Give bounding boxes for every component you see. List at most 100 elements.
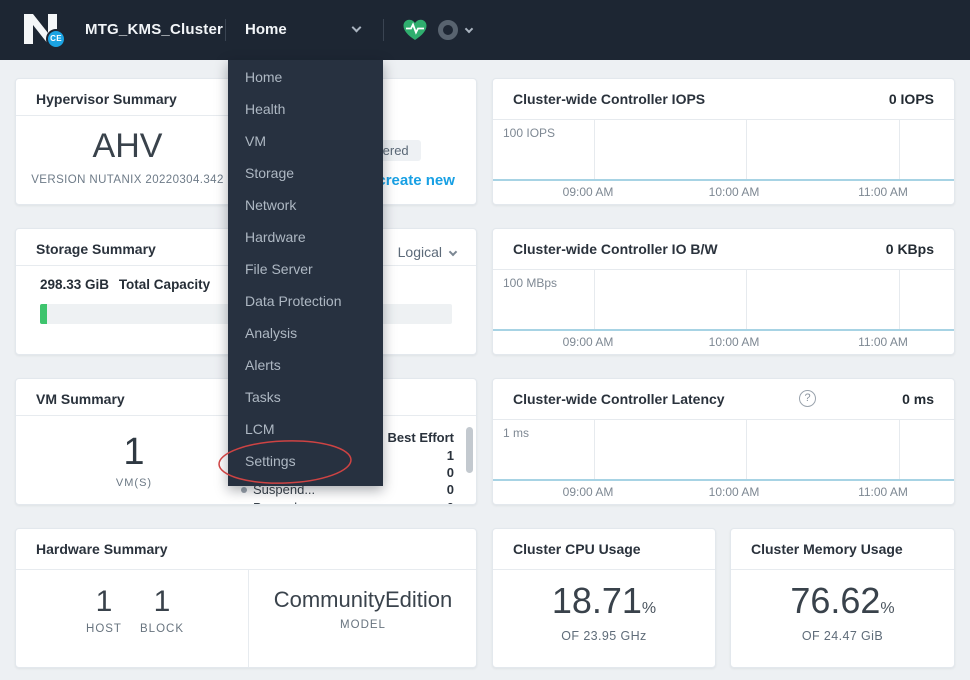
ce-badge: CE xyxy=(46,29,66,49)
menu-item-vm[interactable]: VM xyxy=(245,133,266,149)
x-tick-label: 09:00 AM xyxy=(562,485,614,499)
hardware-summary-card: Hardware Summary 1 HOST 1 BLOCK Communit… xyxy=(15,528,477,668)
card-title: Storage Summary xyxy=(36,241,156,257)
cpu-usage-card: Cluster CPU Usage 18.71% OF 23.95 GHz xyxy=(492,528,716,668)
menu-item-file-server[interactable]: File Server xyxy=(245,261,313,277)
memory-usage-card: Cluster Memory Usage 76.62% OF 24.47 GiB xyxy=(730,528,955,668)
menu-item-settings[interactable]: Settings xyxy=(245,453,296,469)
header-divider xyxy=(383,19,384,41)
card-title: Hypervisor Summary xyxy=(36,91,177,107)
gridline xyxy=(899,270,900,330)
x-tick-label: 11:00 AM xyxy=(858,185,908,199)
chart-title: Cluster-wide Controller IO B/W xyxy=(513,241,718,257)
menu-item-hardware[interactable]: Hardware xyxy=(245,229,306,245)
health-heart-icon[interactable] xyxy=(402,18,428,42)
zero-baseline xyxy=(493,329,954,331)
iops-chart-card: Cluster-wide Controller IOPS 0 IOPS 100 … xyxy=(492,78,955,205)
card-title: Hardware Summary xyxy=(36,541,168,557)
memory-usage-number: 76.62 xyxy=(790,580,881,621)
vm-count-label: VM(S) xyxy=(115,477,153,489)
user-avatar-icon xyxy=(438,20,458,40)
host-stat: 1 HOST xyxy=(74,585,134,635)
vm-state-label[interactable]: Paused xyxy=(253,500,297,504)
gridline xyxy=(746,270,747,330)
total-capacity-value: 298.33 GiB xyxy=(40,277,110,292)
chart-title: Cluster-wide Controller IOPS xyxy=(513,91,706,107)
storage-view-selector[interactable]: Logical xyxy=(397,244,458,260)
storage-view-label: Logical xyxy=(397,244,442,260)
hypervisor-name: AHV xyxy=(92,127,163,165)
menu-item-tasks[interactable]: Tasks xyxy=(245,389,281,405)
vm-state-value: 0 xyxy=(446,482,454,497)
storage-used-segment xyxy=(40,304,47,324)
chevron-down-icon xyxy=(464,24,474,34)
scrollbar-thumb[interactable] xyxy=(466,427,473,473)
cluster-name[interactable]: MTG_KMS_Cluster xyxy=(85,21,224,38)
app-header: CE MTG_KMS_Cluster Home xyxy=(0,0,970,60)
host-count: 1 xyxy=(95,585,113,618)
help-icon[interactable]: ? xyxy=(799,390,816,407)
card-divider xyxy=(16,115,239,116)
gridline xyxy=(899,120,900,180)
nav-dropdown-menu: Home Health VM Storage Network Hardware … xyxy=(228,60,383,486)
card-title: VM Summary xyxy=(36,391,125,407)
x-tick-label: 10:00 AM xyxy=(708,335,760,349)
chart-current-value: 0 IOPS xyxy=(888,91,934,107)
hypervisor-summary-card: Hypervisor Summary AHV VERSION NUTANIX 2… xyxy=(15,78,240,205)
model-name: CommunityEdition xyxy=(273,587,453,612)
menu-item-storage[interactable]: Storage xyxy=(245,165,295,181)
vm-state-value: 0 xyxy=(447,500,454,504)
total-capacity-line: 298.33 GiB Total Capacity xyxy=(40,277,210,292)
vertical-divider xyxy=(248,570,249,667)
menu-item-data-protection[interactable]: Data Protection xyxy=(245,293,342,309)
card-divider xyxy=(493,569,715,570)
menu-item-alerts[interactable]: Alerts xyxy=(245,357,281,373)
chart-title: Cluster-wide Controller Latency xyxy=(513,391,725,407)
menu-item-network[interactable]: Network xyxy=(245,197,297,213)
chart-plot-area: 100 MBps xyxy=(493,269,954,331)
zero-baseline xyxy=(493,479,954,481)
vm-count: 1 xyxy=(123,431,145,473)
gridline xyxy=(746,120,747,180)
cpu-usage-unit: % xyxy=(641,600,657,617)
vm-column-header: Best Effort xyxy=(387,430,454,445)
gridline xyxy=(746,420,747,480)
header-divider xyxy=(225,19,226,41)
menu-item-health[interactable]: Health xyxy=(245,101,286,117)
vm-state-value: 1 xyxy=(446,448,454,463)
y-axis-label: 100 IOPS xyxy=(503,126,556,140)
host-label: HOST xyxy=(86,623,122,635)
block-count: 1 xyxy=(153,585,171,618)
chart-current-value: 0 ms xyxy=(902,391,934,407)
io-bw-chart-card: Cluster-wide Controller IO B/W 0 KBps 10… xyxy=(492,228,955,355)
card-title: Cluster CPU Usage xyxy=(513,541,641,557)
memory-usage-value: 76.62% xyxy=(731,582,954,628)
y-axis-label: 100 MBps xyxy=(503,276,558,290)
card-divider xyxy=(731,569,954,570)
user-menu-button[interactable] xyxy=(438,18,482,44)
menu-item-home[interactable]: Home xyxy=(245,69,283,85)
card-divider xyxy=(16,569,476,570)
gridline xyxy=(594,270,595,330)
menu-item-lcm[interactable]: LCM xyxy=(245,421,275,437)
card-title: Cluster Memory Usage xyxy=(751,541,903,557)
x-tick-label: 09:00 AM xyxy=(562,185,614,199)
menu-item-analysis[interactable]: Analysis xyxy=(245,325,298,341)
bullet-icon xyxy=(241,487,247,493)
latency-chart-card: Cluster-wide Controller Latency ? 0 ms 1… xyxy=(492,378,955,505)
chart-plot-area: 1 ms xyxy=(493,419,954,481)
vm-row: Paused 0 xyxy=(241,500,454,504)
model-stat: CommunityEdition MODEL xyxy=(249,585,477,631)
x-tick-label: 10:00 AM xyxy=(708,485,760,499)
memory-usage-of: OF 24.47 GiB xyxy=(801,629,884,643)
nav-dropdown-button[interactable]: Home xyxy=(235,0,370,60)
x-tick-label: 10:00 AM xyxy=(708,185,760,199)
hypervisor-version: VERSION NUTANIX 20220304.342 xyxy=(31,174,224,186)
y-axis-label: 1 ms xyxy=(503,426,530,440)
gridline xyxy=(899,420,900,480)
block-stat: 1 BLOCK xyxy=(132,585,192,635)
vm-state-value: 0 xyxy=(446,465,454,480)
cpu-usage-value: 18.71% xyxy=(493,582,715,628)
nav-current-label: Home xyxy=(245,21,287,38)
chevron-down-icon xyxy=(448,247,458,257)
